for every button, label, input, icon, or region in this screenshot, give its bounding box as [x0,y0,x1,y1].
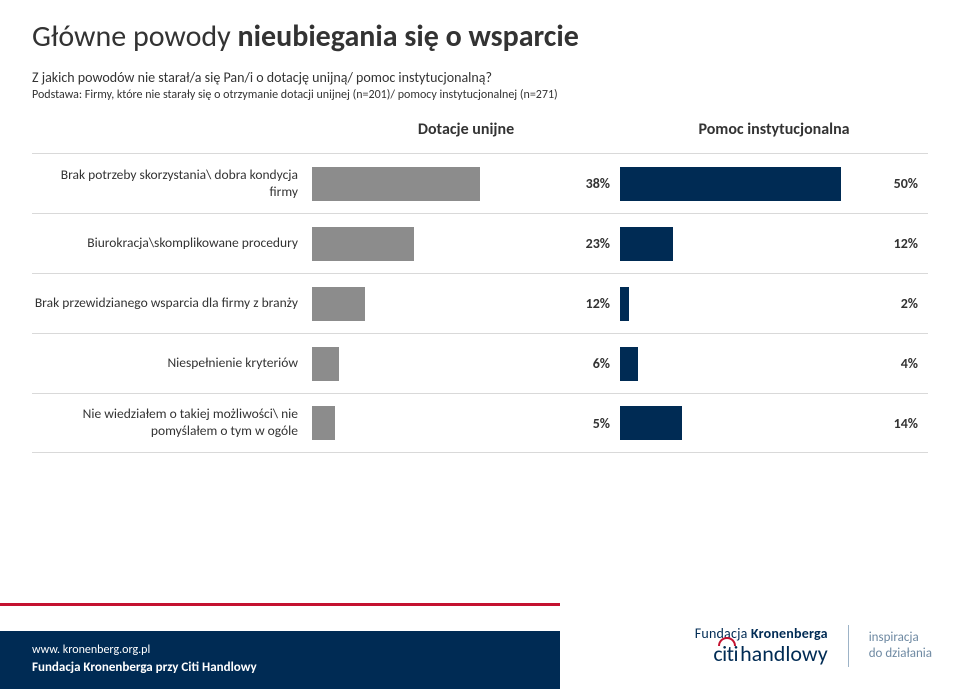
bar-value-right: 2% [901,295,918,312]
bar-value-left: 23% [586,235,610,252]
bar-right [620,227,673,261]
bar-track [312,347,585,381]
bar-value-right: 12% [894,235,918,252]
bar-value-right: 14% [894,415,918,432]
footer: www. kronenberg.org.pl Fundacja Kronenbe… [0,603,960,689]
bar-cell-left: 6% [312,347,620,381]
vertical-separator [848,625,849,667]
column-right-header: Pomoc instytucjonalna [620,120,928,139]
row-label: Nie wiedziałem o takiej możliwości\ nie … [32,406,312,440]
footer-right: Fundacja Kronenberga citi handlowy inspi… [695,603,932,689]
bar-track [620,227,886,261]
footer-org: Fundacja Kronenberga przy Citi Handlowy [32,660,257,675]
tagline-line-1: inspiracja [869,630,932,646]
bar-value-left: 38% [586,175,610,192]
handlowy-text: handlowy [740,642,828,665]
bar-track [620,287,893,321]
bar-value-left: 6% [593,355,610,372]
basis-text: Podstawa: Firmy, które nie starały się o… [32,88,928,102]
chart-row: Biurokracja\skomplikowane procedury 23% 12… [32,213,928,273]
citi-logo: citi handlowy [713,642,827,665]
bar-cell-left: 12% [312,287,620,321]
chart-row: Nie wiedziałem o takiej możliwości\ nie … [32,393,928,453]
title-bold: nieubiegania się o wsparcie [238,18,579,55]
bar-right [620,406,682,440]
title-light: Główne powody [32,18,238,55]
footer-left: www. kronenberg.org.pl Fundacja Kronenbe… [32,643,257,675]
bar-track [620,347,893,381]
bar-right [620,347,638,381]
row-label: Brak przewidzianego wsparcia dla firmy z… [32,295,312,312]
bar-value-right: 4% [901,355,918,372]
bar-left [312,347,339,381]
bar-cell-right: 50% [620,167,928,201]
row-label: Niespełnienie kryteriów [32,355,312,372]
footer-url: www. kronenberg.org.pl [32,643,257,657]
bar-cell-right: 2% [620,287,928,321]
bar-value-left: 5% [593,415,610,432]
bar-track [312,406,585,440]
bar-right [620,287,629,321]
row-label: Brak potrzeby skorzystania\ dobra kondyc… [32,167,312,201]
bar-track [312,167,578,201]
bar-left [312,287,365,321]
bar-cell-right: 14% [620,406,928,440]
chart-row: Brak potrzeby skorzystania\ dobra kondyc… [32,153,928,213]
chart-row: Niespełnienie kryteriów 6% 4% [32,333,928,393]
tagline: inspiracja do działania [869,630,932,663]
chart-row: Brak przewidzianego wsparcia dla firmy z… [32,273,928,333]
bar-left [312,167,480,201]
bar-track [620,406,886,440]
column-headers: Dotacje unijne Pomoc instytucjonalna [32,120,928,139]
page-title: Główne powody nieubiegania się o wsparci… [32,18,928,55]
kronenberg-logo: Fundacja Kronenberga citi handlowy [695,627,828,665]
subtitle: Z jakich powodów nie starał/a się Pan/i … [32,69,928,86]
bar-value-right: 50% [894,175,918,192]
bar-left [312,406,335,440]
bar-value-left: 12% [586,295,610,312]
bar-track [312,227,578,261]
bar-left [312,227,414,261]
chart-rows: Brak potrzeby skorzystania\ dobra kondyc… [32,153,928,453]
row-label: Biurokracja\skomplikowane procedury [32,235,312,252]
bar-track [620,167,886,201]
bar-cell-left: 23% [312,227,620,261]
bar-cell-left: 38% [312,167,620,201]
tagline-line-2: do działania [869,646,932,662]
bar-cell-right: 12% [620,227,928,261]
bar-cell-left: 5% [312,406,620,440]
bar-cell-right: 4% [620,347,928,381]
bar-track [312,287,578,321]
bar-right [620,167,841,201]
column-left-header: Dotacje unijne [312,120,620,139]
